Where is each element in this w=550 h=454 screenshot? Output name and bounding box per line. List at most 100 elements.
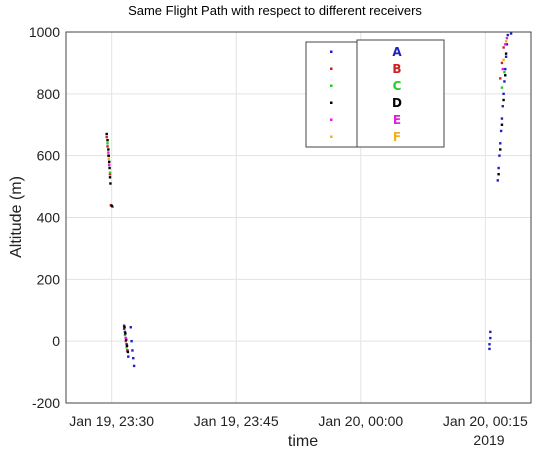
data-point-d bbox=[108, 176, 112, 179]
data-point-d bbox=[499, 148, 502, 151]
data-point-a bbox=[122, 324, 126, 327]
legend-label-f: F bbox=[393, 130, 401, 144]
data-point-d bbox=[126, 350, 130, 354]
data-point-b bbox=[499, 77, 502, 80]
legend-box-markers bbox=[305, 41, 359, 148]
data-point-a bbox=[498, 154, 501, 157]
data-point-a bbox=[130, 339, 133, 343]
data-point-d bbox=[105, 132, 108, 136]
y-tick-label: 800 bbox=[37, 86, 61, 102]
data-point-e bbox=[501, 67, 504, 71]
legend-marker-f bbox=[330, 135, 333, 138]
legend-marker-d bbox=[330, 101, 333, 104]
x-tick-label: Jan 20, 00:00 bbox=[318, 413, 403, 429]
data-point-c bbox=[108, 171, 112, 174]
data-point-a bbox=[488, 347, 491, 351]
data-point-d bbox=[109, 182, 112, 185]
data-point-b bbox=[106, 145, 109, 148]
x-tick-labels: Jan 19, 23:30 Jan 19, 23:45 Jan 20, 00:00 J… bbox=[69, 413, 528, 429]
data-point-a bbox=[505, 43, 509, 46]
data-point-f bbox=[504, 40, 508, 43]
chart-title: Same Flight Path with respect to differe… bbox=[128, 3, 422, 18]
data-point-b bbox=[502, 46, 505, 49]
data-point-d bbox=[500, 123, 504, 126]
x-tick-label: Jan 19, 23:45 bbox=[194, 413, 279, 429]
data-point-e bbox=[505, 36, 509, 40]
data-point-d bbox=[125, 338, 128, 341]
data-point-a bbox=[127, 355, 130, 358]
data-point-d bbox=[110, 204, 113, 207]
data-point-f bbox=[502, 58, 505, 62]
legend-marker-a bbox=[330, 50, 333, 53]
x-tick-label: Jan 19, 23:30 bbox=[69, 413, 154, 429]
data-point-c bbox=[123, 333, 127, 337]
data-point-d bbox=[108, 166, 111, 170]
data-point-d bbox=[125, 344, 129, 348]
data-point-a bbox=[506, 33, 509, 37]
data-point-a bbox=[125, 343, 128, 346]
data-point-e bbox=[107, 163, 111, 167]
x-axis-label: time bbox=[288, 433, 318, 450]
data-point-a bbox=[132, 356, 135, 360]
data-point-e bbox=[504, 43, 507, 46]
data-point-a bbox=[489, 336, 492, 340]
y-tick-label: 1000 bbox=[29, 24, 60, 40]
data-point-d bbox=[107, 154, 110, 157]
data-point-d bbox=[502, 98, 505, 102]
legend-marker-c bbox=[330, 84, 333, 87]
y-tick-label: -200 bbox=[32, 395, 60, 411]
x-secondary-label: 2019 bbox=[473, 432, 504, 448]
y-tick-labels: -200 0 200 400 600 800 1000 bbox=[29, 24, 60, 411]
data-points bbox=[105, 32, 513, 368]
data-point-c bbox=[125, 346, 128, 349]
data-point-a bbox=[497, 166, 500, 170]
data-point-a bbox=[489, 330, 492, 334]
data-point-e bbox=[124, 336, 127, 340]
y-axis-label: Altitude (m) bbox=[8, 176, 25, 258]
data-point-d bbox=[504, 52, 508, 55]
data-point-a bbox=[503, 80, 506, 83]
data-point-a bbox=[499, 129, 503, 133]
legend-label-b: B bbox=[392, 62, 401, 76]
data-point-b bbox=[500, 61, 504, 65]
data-point-d bbox=[504, 74, 507, 77]
data-point-d bbox=[106, 139, 109, 142]
data-point-d bbox=[123, 326, 126, 329]
data-point-a bbox=[132, 364, 136, 368]
legend-label-d: D bbox=[392, 96, 402, 110]
data-point-a bbox=[500, 117, 504, 120]
data-point-a bbox=[501, 105, 504, 108]
y-tick-label: 400 bbox=[37, 210, 61, 226]
legend-box-labels bbox=[356, 39, 445, 148]
data-point-b bbox=[105, 135, 108, 139]
x-tick-label: Jan 20, 00:15 bbox=[443, 413, 528, 429]
data-point-a bbox=[504, 67, 507, 71]
data-point-a bbox=[129, 326, 132, 329]
legend-marker-b bbox=[330, 67, 333, 70]
data-point-c bbox=[503, 70, 506, 74]
legend-label-e: E bbox=[393, 113, 401, 127]
y-tick-label: 600 bbox=[37, 148, 61, 164]
data-point-a bbox=[131, 349, 134, 352]
data-point-d bbox=[497, 173, 500, 176]
data-point-a bbox=[502, 92, 505, 96]
y-tick-label: 0 bbox=[52, 333, 60, 349]
data-point-b bbox=[122, 327, 126, 330]
data-point-d bbox=[107, 160, 111, 164]
data-point-b bbox=[124, 339, 127, 343]
legend-label-a: A bbox=[392, 45, 402, 59]
data-point-a bbox=[496, 179, 499, 182]
y-tick-label: 200 bbox=[37, 271, 61, 287]
legend-marker-e bbox=[330, 118, 333, 121]
data-point-d bbox=[107, 148, 110, 151]
data-point-d bbox=[124, 332, 127, 335]
data-point-a bbox=[499, 142, 502, 145]
plot-frame bbox=[65, 31, 532, 404]
data-point-b bbox=[126, 349, 129, 352]
data-point-a bbox=[504, 55, 508, 58]
data-point-b bbox=[108, 173, 112, 176]
data-point-a bbox=[509, 32, 513, 35]
legend-label-c: C bbox=[393, 79, 402, 93]
